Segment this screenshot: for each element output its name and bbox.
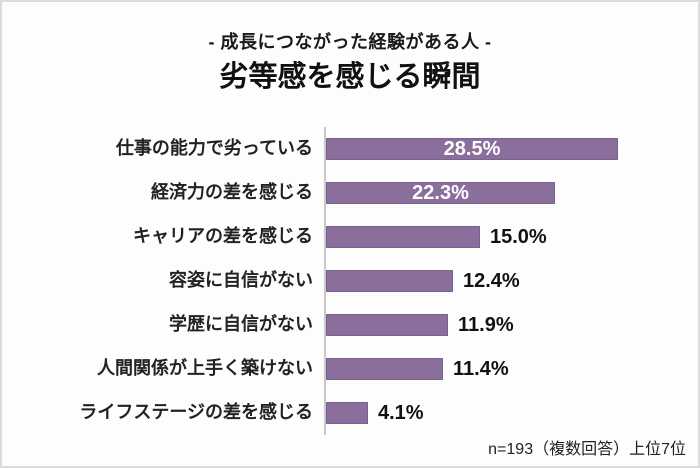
chart-row: 仕事の能力で劣っている 28.5% xyxy=(2,127,698,171)
chart-row: 人間関係が上手く築けない 11.4% xyxy=(2,347,698,391)
chart-title: 劣等感を感じる瞬間 xyxy=(219,61,481,93)
chart-row: キャリアの差を感じる 15.0% xyxy=(2,215,698,259)
bar-track: 22.3% xyxy=(324,171,698,215)
bar xyxy=(326,402,368,424)
category-label: キャリアの差を感じる xyxy=(133,226,313,247)
bar-track: 11.4% xyxy=(324,347,698,391)
value-label: 22.3% xyxy=(412,182,469,204)
value-label: 11.4% xyxy=(453,358,509,380)
bar-track: 15.0% xyxy=(324,215,698,259)
category-label: 仕事の能力で劣っている xyxy=(115,138,313,159)
category-label: 人間関係が上手く築けない xyxy=(97,358,313,379)
value-label: 4.1% xyxy=(378,402,424,424)
category-label: 経済力の差を感じる xyxy=(151,182,313,203)
category-label: ライフステージの差を感じる xyxy=(79,402,313,423)
category-label: 学歴に自信がない xyxy=(169,314,313,335)
bar xyxy=(326,226,480,248)
bar-track: 11.9% xyxy=(324,303,698,347)
category-label: 容姿に自信がない xyxy=(169,270,313,291)
chart-row: 学歴に自信がない 11.9% xyxy=(2,303,698,347)
chart-row: 経済力の差を感じる 22.3% xyxy=(2,171,698,215)
bar: 22.3% xyxy=(326,182,555,204)
chart-subtitle: - 成長につながった経験がある人 - xyxy=(208,32,492,52)
value-label: 12.4% xyxy=(463,270,520,292)
chart-row: 容姿に自信がない 12.4% xyxy=(2,259,698,303)
value-label: 11.9% xyxy=(458,314,514,336)
value-label: 28.5% xyxy=(443,138,501,160)
bar-track: 4.1% xyxy=(324,391,698,435)
bar xyxy=(326,314,448,336)
bar xyxy=(326,270,453,292)
bar-track: 12.4% xyxy=(324,259,698,303)
chart-row: ライフステージの差を感じる 4.1% xyxy=(2,391,698,435)
bar: 28.5% xyxy=(326,138,618,160)
value-label: 15.0% xyxy=(490,226,547,248)
chart-rows: 仕事の能力で劣っている 28.5% 経済力の差を感じる 22.3% キャリアの差を感じる… xyxy=(2,127,698,435)
bar-track: 28.5% xyxy=(324,127,698,171)
sample-size-note: n=193（複数回答）上位7位 xyxy=(488,441,686,458)
bar xyxy=(326,358,443,380)
